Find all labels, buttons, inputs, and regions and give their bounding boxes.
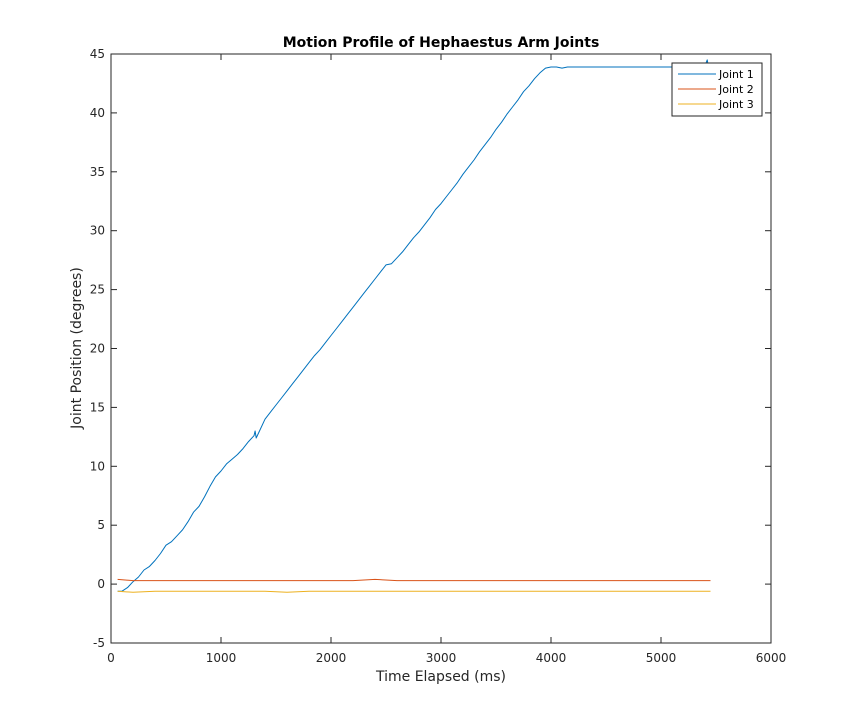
x-tick-label: 5000 [646,651,677,665]
series-line-joint-1 [117,59,711,592]
series-layer [117,59,711,593]
x-axis-label: Time Elapsed (ms) [375,669,506,685]
x-tick-label: 2000 [316,651,347,665]
legend: Joint 1 Joint 2 Joint 3 [671,62,763,117]
chart-title: Motion Profile of Hephaestus Arm Joints [283,35,600,51]
y-axis: -5 0 5 10 15 20 25 30 35 40 45 [90,47,771,650]
y-tick-label: 25 [90,283,105,297]
y-tick-label: 30 [90,224,105,238]
x-axis: 0 1000 2000 3000 4000 5000 6000 [107,54,786,665]
legend-label-joint-1: Joint 1 [718,68,754,81]
x-tick-label: 0 [107,651,115,665]
legend-label-joint-3: Joint 3 [718,98,754,111]
y-tick-label: 20 [90,342,105,356]
y-tick-label: 35 [90,165,105,179]
y-tick-label: 5 [97,518,105,532]
x-tick-label: 6000 [756,651,787,665]
y-axis-label: Joint Position (degrees) [69,267,85,430]
x-tick-label: 4000 [536,651,567,665]
y-tick-label: -5 [93,636,105,650]
y-tick-label: 0 [97,577,105,591]
plot-area-background [111,54,771,643]
series-line-joint-2 [117,578,711,582]
y-tick-label: 45 [90,47,105,61]
x-tick-label: 3000 [426,651,457,665]
y-tick-label: 10 [90,459,105,473]
legend-label-joint-2: Joint 2 [718,83,754,96]
y-tick-label: 40 [90,106,105,120]
y-tick-label: 15 [90,400,105,414]
x-tick-label: 1000 [206,651,237,665]
series-line-joint-3 [117,590,711,593]
